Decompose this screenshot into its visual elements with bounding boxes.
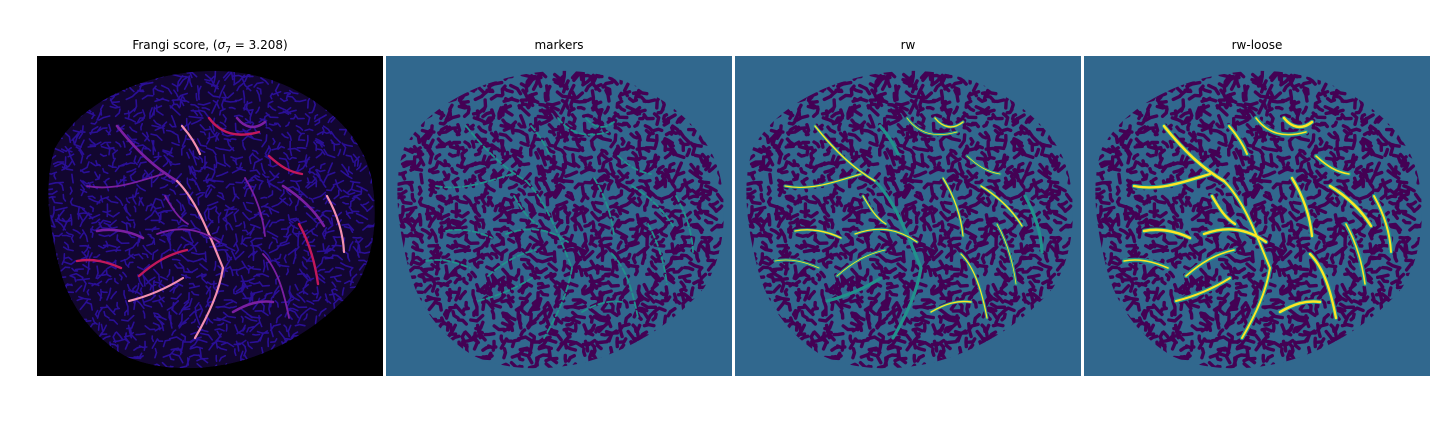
frangi-vessel xyxy=(164,195,189,225)
rw-base-vessel xyxy=(825,276,883,303)
frangi-vessel xyxy=(231,300,275,314)
frangi-vessel xyxy=(281,184,326,228)
rw-vessel xyxy=(930,300,972,313)
rw-image xyxy=(735,56,1081,376)
markers-vessels xyxy=(425,117,694,339)
rw-loose-vessel xyxy=(1345,223,1366,285)
markers-vessel xyxy=(505,228,569,243)
markers-panel xyxy=(386,56,732,376)
rw-base-vessel xyxy=(1023,194,1044,254)
markers-vessel xyxy=(675,195,694,253)
frangi-vessel xyxy=(86,173,164,189)
markers-vessel xyxy=(465,125,527,182)
markers-vessel xyxy=(557,117,609,136)
rw-loose-vessel xyxy=(1228,125,1248,155)
frangi-vessel xyxy=(267,154,304,176)
rw-vessel xyxy=(794,229,842,239)
rw-loose-vessel xyxy=(1315,155,1350,175)
rw-vessel xyxy=(814,125,876,182)
frangi-vessel xyxy=(244,177,266,237)
rw-vessel xyxy=(906,117,958,135)
markers-vessel xyxy=(477,277,533,302)
markers-vessel xyxy=(530,125,550,155)
rw-base-vessel xyxy=(873,179,923,270)
rw-loose-vessel xyxy=(1278,300,1322,314)
rw-loose-vessel xyxy=(1282,116,1314,129)
frangi-vessel xyxy=(207,116,261,136)
frangi-image xyxy=(37,56,383,376)
markers-vessel xyxy=(513,195,538,225)
markers-vessel xyxy=(611,253,639,319)
markers-image xyxy=(386,56,732,376)
frangi-vessel xyxy=(115,124,179,183)
frangi-texture xyxy=(48,70,375,369)
frangi-vessel xyxy=(193,266,225,340)
markers-vessel xyxy=(425,259,471,269)
rw-loose-vessel xyxy=(1373,195,1392,253)
markers-vessel xyxy=(585,117,615,128)
rw-panel xyxy=(735,56,1081,376)
frangi-vessel xyxy=(180,124,202,156)
markers-vessel xyxy=(647,223,668,285)
rw-vessel xyxy=(966,155,1001,175)
rw-loose-vessel xyxy=(1142,228,1192,240)
rw-vessel xyxy=(942,177,964,237)
rw-loose-image xyxy=(1084,56,1430,376)
rw-vessel xyxy=(960,253,988,319)
rw-vessel xyxy=(996,223,1017,285)
frangi-title: Frangi score, (σ7 = 3.208) xyxy=(132,38,288,56)
frangi-vessel xyxy=(235,116,267,129)
rw-loose-vessel xyxy=(1175,277,1231,302)
frangi-vessel xyxy=(127,276,185,303)
frangi-vessel xyxy=(137,248,189,278)
rw-loose-vessel xyxy=(1223,180,1271,269)
rw-vessel xyxy=(854,228,918,243)
markers-vessel xyxy=(435,173,513,189)
rw-base-vessel xyxy=(878,124,900,156)
markers-vessel xyxy=(581,300,623,313)
markers-vessel xyxy=(631,185,674,227)
rw-base-vessel xyxy=(891,266,923,340)
rw-loose-vessels xyxy=(1123,116,1392,339)
rw-loose-vessel xyxy=(1162,124,1226,183)
rw-title: rw xyxy=(900,38,916,52)
rw-loose-vessel xyxy=(1328,184,1373,228)
markers-vessel xyxy=(543,267,573,339)
frangi-vessel xyxy=(262,253,290,319)
rw-loose-vessel xyxy=(1290,176,1314,238)
rw-vessel xyxy=(862,195,887,225)
rw-loose-vessel xyxy=(1308,252,1338,320)
frangi-vessel xyxy=(297,222,320,286)
rw-vessels xyxy=(774,117,1023,319)
rw-loose-panel xyxy=(1084,56,1430,376)
rw-vessel xyxy=(774,259,820,269)
markers-vessel xyxy=(593,177,615,237)
rw-loose-vessel xyxy=(1185,249,1235,277)
markers-title: markers xyxy=(534,38,584,52)
frangi-vessel xyxy=(75,258,123,270)
markers-tissue xyxy=(397,70,724,369)
rw-vessel xyxy=(836,249,886,277)
rw-loose-vessel xyxy=(1210,194,1237,226)
rw-loose-vessel xyxy=(1202,228,1268,244)
rw-loose-vessel xyxy=(1132,172,1212,189)
frangi-vessel xyxy=(325,194,346,254)
markers-vessel xyxy=(617,155,652,175)
markers-vessel xyxy=(445,228,493,239)
markers-vessel xyxy=(487,249,537,277)
rw-loose-vessel xyxy=(1255,117,1307,136)
markers-vessel xyxy=(525,180,573,269)
rw-loose-vessel xyxy=(1123,259,1169,269)
frangi-vessel xyxy=(175,179,225,270)
frangi-vessels xyxy=(75,116,346,340)
rw-loose-title: rw-loose xyxy=(1231,38,1283,52)
rw-vessel xyxy=(934,117,964,128)
frangi-vessel xyxy=(156,228,220,243)
frangi-panel xyxy=(37,56,383,376)
rw-vessel xyxy=(784,173,862,189)
rw-vessel xyxy=(980,185,1023,227)
rw-loose-vessel xyxy=(1241,267,1271,339)
frangi-vessel xyxy=(95,228,145,240)
